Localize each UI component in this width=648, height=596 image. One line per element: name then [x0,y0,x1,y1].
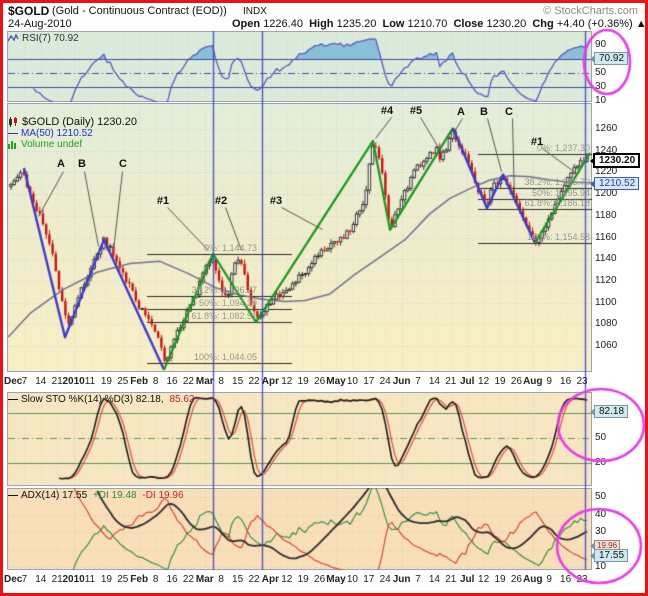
minus-di-value: -DI 19.96 [139,490,184,501]
sto-value-box: 82.18 [589,405,629,418]
ticker-symbol: $GOLD [8,4,50,18]
volume-bars-icon [8,141,16,149]
open-value: 1226.40 [263,18,303,30]
low-label: Low [382,18,405,30]
ma-legend: — MA(50) 1210.52 [8,128,93,139]
plus-di-value: +DI 19.48 [92,490,137,501]
rsi-label: RSI(7) 70.92 [22,33,79,44]
price-legend: $GOLD (Daily) 1230.20 [8,116,137,128]
high-value: 1235.20 [336,18,377,30]
legend-volume: Volume undef [21,139,83,150]
legend-ma: MA(50) 1210.52 [21,128,93,139]
chart-date: 24-Aug-2010 [8,18,72,30]
adx-legend: — ADX(14) 17.55 +DI 19.48 -DI 19.96 [8,490,184,501]
adx-value-box: 17.55 [589,549,629,562]
close-value: 1230.20 [486,18,527,30]
adx-label: ADX(14) 17.55 [21,490,90,501]
adx-line-swatch: — [8,490,18,501]
close-label: Close [453,18,484,30]
rsi-legend: RSI(7) 70.92 [8,33,79,44]
high-label: High [309,18,334,30]
legend-symbol: $GOLD (Daily) 1230.20 [22,116,137,128]
volume-legend: Volume undef [8,139,82,150]
ticker-exchange: INDX [243,6,267,17]
chg-label: Chg [532,18,554,30]
sto-label: Slow STO %K(14) %D(3) 82.18, [21,394,167,405]
rsi-indicator-icon [8,34,19,42]
sto-line-swatch: — [8,394,18,405]
open-label: Open [232,18,261,30]
sto-d-value: 85.62 [169,394,195,405]
ohlc-summary: Open 1226.40 High 1235.20 Low 1210.70 Cl… [232,18,647,30]
stochastic-legend: — Slow STO %K(14) %D(3) 82.18, 85.62 [8,394,194,405]
chg-up-arrow-icon: ▲ [635,18,647,30]
ma-line-swatch: — [8,128,18,139]
rsi-value-box: 70.92 [589,52,629,65]
chart-header: $GOLD (Gold - Continuous Contract (EOD))… [0,2,648,30]
chg-value: +4.40 (+0.36%) [556,18,633,30]
ma50-value-box: 1210.52 [589,177,640,190]
ticker-name: (Gold - Continuous Contract (EOD)) [52,5,227,17]
candlestick-icon [9,117,17,127]
copyright-text: © StockCharts.com [543,5,638,17]
low-value: 1210.70 [407,18,448,30]
last-price-box: 1230.20 [589,153,641,168]
